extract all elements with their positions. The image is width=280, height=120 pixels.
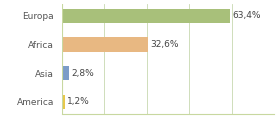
Bar — [62, 37, 148, 52]
Bar — [62, 95, 65, 109]
Text: 1,2%: 1,2% — [67, 97, 90, 106]
Bar — [62, 66, 69, 80]
Text: 63,4%: 63,4% — [232, 11, 261, 20]
Text: 32,6%: 32,6% — [150, 40, 179, 49]
Bar — [62, 9, 230, 23]
Text: 2,8%: 2,8% — [71, 69, 94, 78]
